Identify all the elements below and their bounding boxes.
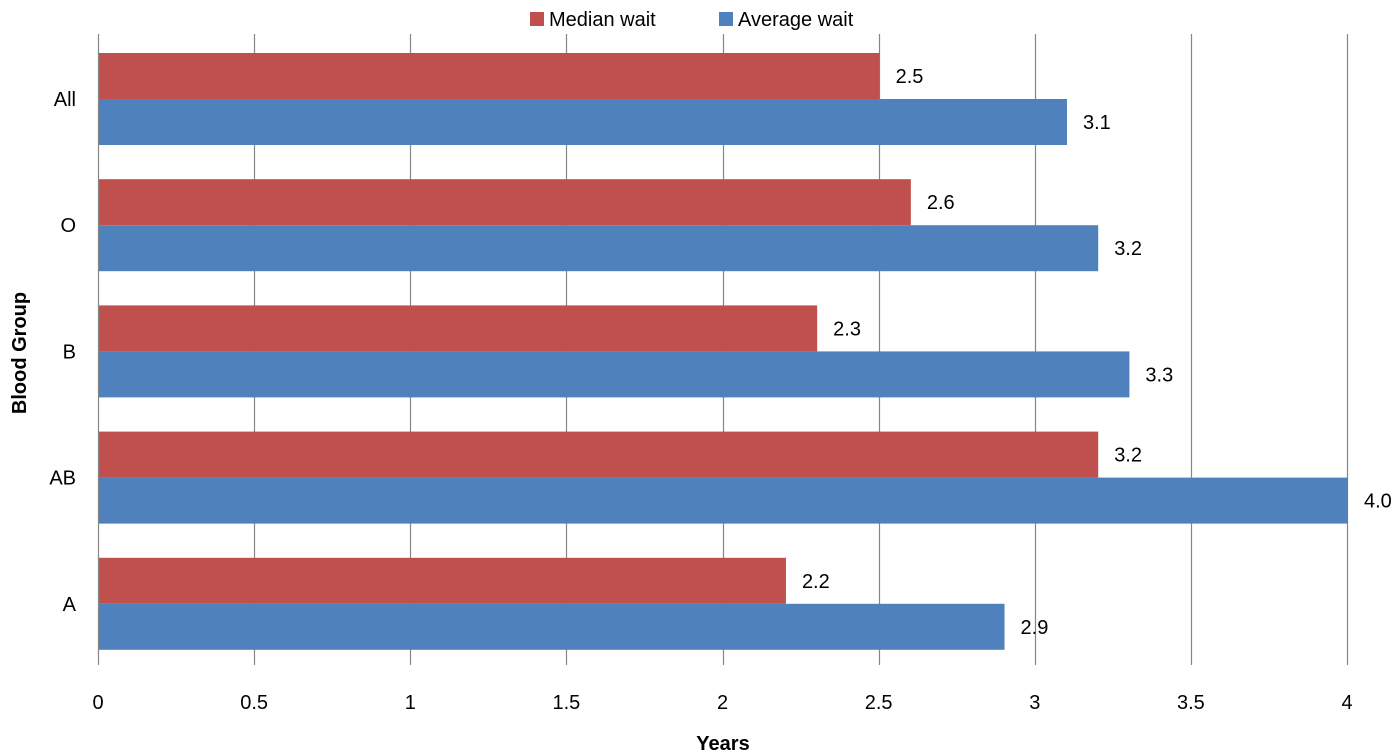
x-tick-label: 2.5 bbox=[865, 692, 893, 714]
data-label: 3.2 bbox=[1114, 445, 1142, 467]
x-tick-label: 1 bbox=[405, 692, 416, 714]
bar-average-wait-a bbox=[99, 603, 1005, 650]
data-label: 4.0 bbox=[1364, 491, 1392, 513]
bar-average-wait-all bbox=[99, 99, 1067, 145]
bar-median-wait-ab bbox=[99, 431, 1099, 478]
bar-average-wait-ab bbox=[99, 477, 1348, 524]
bar-average-wait-b bbox=[99, 351, 1130, 398]
label-layer: 0 0.5 1 1.5 2 2.5 3 3.5 4 2.5 3.1 All 2.6 3.2 O 2.3 3.3 B… bbox=[49, 66, 1392, 714]
y-tick-label: A bbox=[63, 594, 77, 616]
data-label: 3.2 bbox=[1114, 238, 1142, 260]
y-tick-label: All bbox=[54, 89, 76, 111]
legend: Median wait Average wait bbox=[530, 9, 854, 31]
y-tick-label: AB bbox=[49, 468, 76, 490]
x-tick-label: 1.5 bbox=[552, 692, 580, 714]
bar-median-wait-a bbox=[99, 557, 786, 604]
bar-median-wait-all bbox=[99, 53, 880, 99]
data-label: 3.1 bbox=[1083, 112, 1111, 134]
bar-average-wait-o bbox=[99, 225, 1099, 272]
data-label: 2.9 bbox=[1021, 617, 1049, 639]
x-tick-label: 3.5 bbox=[1177, 692, 1205, 714]
data-label: 2.5 bbox=[896, 66, 924, 88]
legend-swatch bbox=[719, 12, 733, 26]
x-tick-label: 2 bbox=[717, 692, 728, 714]
y-tick-label: O bbox=[60, 215, 76, 237]
y-tick-label: B bbox=[63, 341, 76, 363]
legend-label: Median wait bbox=[549, 9, 656, 31]
bar-median-wait-b bbox=[99, 305, 818, 352]
data-label: 3.3 bbox=[1145, 364, 1173, 386]
x-tick-label: 0.5 bbox=[240, 692, 268, 714]
y-axis-title: Blood Group bbox=[9, 292, 31, 414]
x-tick-label: 4 bbox=[1341, 692, 1352, 714]
bar-layer bbox=[99, 53, 1348, 650]
x-tick-label: 3 bbox=[1029, 692, 1040, 714]
bar-median-wait-o bbox=[99, 179, 911, 226]
data-label: 2.3 bbox=[833, 318, 861, 340]
data-label: 2.6 bbox=[927, 192, 955, 214]
legend-swatch bbox=[530, 12, 544, 26]
x-axis-title: Years bbox=[696, 733, 749, 753]
legend-label: Average wait bbox=[738, 9, 854, 31]
x-tick-label: 0 bbox=[92, 692, 103, 714]
data-label: 2.2 bbox=[802, 571, 830, 593]
